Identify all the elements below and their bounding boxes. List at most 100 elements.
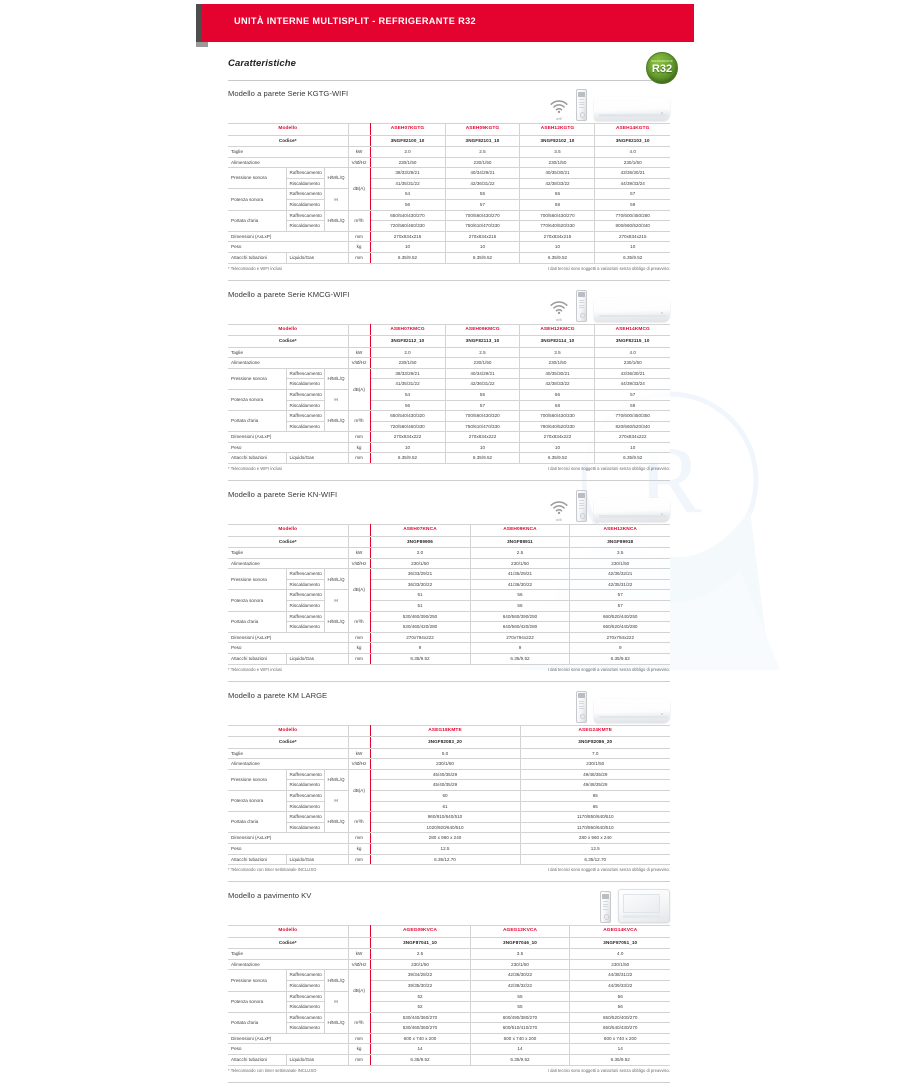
table-row: Riscaldamento 61 65 — [228, 801, 670, 813]
row-sublabel: Raffrescamento — [285, 568, 324, 580]
table-row: Attacchi tubazioni Liquido/Gas mm 6.35/9.52… — [228, 653, 670, 665]
row-label: Dimensioni (AxLxP) — [228, 231, 349, 243]
spec-value: 6.35/9.52 — [594, 452, 670, 465]
row-unit: V/Ø/Hz — [347, 357, 371, 369]
spec-value: 56 — [370, 199, 445, 211]
table-row: Riscaldamento 56 57 58 59 — [228, 400, 670, 412]
spec-value: 650/540/430/320 — [370, 410, 445, 422]
spec-table: Modello ASEG18KMTE ASEG24KMTE Codice* 3NGF82… — [228, 724, 670, 866]
spec-value: 12.5 — [519, 843, 670, 855]
row-sublabel: Riscaldamento — [285, 1022, 324, 1034]
banner-left-foot — [196, 42, 208, 47]
row-unit: kW — [347, 748, 371, 760]
row-sublabel: Raffrescamento — [285, 991, 324, 1003]
spec-value: 4.0 — [569, 948, 670, 960]
model-code-header: 3NGF82113_10 — [444, 335, 520, 348]
spec-value: 42/38/33/22 — [519, 378, 595, 390]
wifi-icon: wifi — [549, 500, 569, 522]
table-row: Portata d'aria Raffrescamento H/M/L/Q m³/h 9… — [228, 811, 670, 834]
row-mode: H/M/L/Q — [323, 568, 349, 591]
spec-value: 2.5 — [469, 547, 570, 559]
spec-value: 57 — [594, 188, 670, 200]
block-model-label: Modello a parete Serie KMCG-WIFI — [228, 289, 350, 299]
spec-value: 58 — [519, 400, 595, 412]
spec-value: 230/1/50 — [569, 959, 670, 971]
spec-value: 5.0 — [370, 748, 520, 760]
row-label: Portata d'aria — [228, 611, 286, 633]
spec-value: 230/1/50 — [469, 959, 570, 971]
spec-value: 2.5 — [370, 948, 470, 960]
row-sublabel: Riscaldamento — [285, 779, 324, 791]
block-header: Modello a parete Serie KMCG-WIFI wifi — [228, 289, 670, 324]
spec-value: 56 — [569, 1001, 670, 1013]
spec-value: 230/1/50 — [594, 157, 670, 169]
row-unit: mm — [347, 1054, 371, 1066]
spec-value: 55 — [469, 991, 570, 1003]
row-label: Dimensioni (AxLxP) — [228, 632, 349, 644]
table-row: Pressione sonora Raffrescamento H/M/L/Q dB(… — [228, 568, 670, 612]
table-row: Portata d'aria Raffrescamento H/M/L/Q m³/h 6… — [228, 210, 670, 232]
unit-cell — [347, 925, 371, 938]
spec-value: 2.0 — [370, 347, 445, 359]
note-footnote: * Telecomando e WIFI inclusi — [228, 666, 282, 672]
table-row: Potenza sonora Raffrescamento H 51 56 57 — [228, 589, 670, 612]
table-notes: * Telecomando con timer settimanale INCL… — [228, 1068, 670, 1079]
spec-value: 44/39/33/24 — [594, 378, 670, 390]
r32-refrigerant-badge: REFRIGERANTE R32 — [646, 52, 678, 84]
model-code-header: 3NGF87046_10 — [469, 937, 570, 950]
row-label: Taglie — [228, 948, 349, 960]
model-code-header: 3NGF82103_10 — [594, 135, 670, 147]
row-mode: H — [323, 991, 349, 1013]
table-row: Peso kg 12.5 12.5 — [228, 843, 670, 855]
spec-value: 530/440/360/270 — [370, 1012, 470, 1024]
spec-value: 640/560/420/280 — [469, 621, 570, 633]
spec-value: 800/660/520/340 — [594, 220, 670, 232]
wall-split-unit-image — [594, 498, 670, 523]
model-name-header: ASEH07KMCG — [370, 323, 445, 337]
r32-badge-top-label: REFRIGERANTE — [651, 59, 673, 63]
row-mode: H/M/L/Q — [323, 1012, 349, 1034]
spec-value: 42/36/30/22 — [469, 969, 570, 981]
row-mode: H — [323, 790, 349, 813]
note-footnote: * Telecomando e WIFI inclusi — [228, 265, 282, 271]
spec-value: 700/560/430/320 — [444, 410, 520, 422]
table-row: Alimentazione V/Ø/Hz 230/1/50 230/1/50 230/1… — [228, 959, 670, 971]
spec-value: 45/40/35/29 — [370, 769, 520, 781]
unit-cell — [347, 724, 371, 738]
spec-value: 700/560/430/270 — [519, 210, 595, 222]
table-row: Taglie kW 5.0 7.0 — [228, 748, 670, 760]
spec-value: 57 — [569, 600, 670, 612]
model-name-header: ASEH12KMCG — [519, 323, 595, 337]
model-code-header: 3NGF87041_10 — [370, 937, 470, 950]
row-mode: H/M/L/Q — [323, 368, 349, 390]
table-row: Riscaldamento 51 56 57 — [228, 600, 670, 612]
spec-value: 49/48/35/29 — [519, 769, 670, 781]
spec-value: 270x834x215 — [444, 231, 520, 243]
spec-value: 3.5 — [569, 547, 670, 559]
row-sublabel: Riscaldamento — [285, 421, 324, 433]
row-sublabel: Raffrescamento — [285, 368, 324, 380]
table-row: Potenza sonora Raffrescamento H 54 55 56 57 — [228, 389, 670, 412]
spec-value: 56 — [569, 991, 670, 1003]
row-sublabel: Riscaldamento — [285, 178, 324, 190]
unit-cell — [347, 524, 371, 537]
header-codice: Codice* — [228, 937, 349, 950]
spec-value: 6.35/9.52 — [370, 252, 445, 264]
row-label: Pressione sonora — [228, 368, 286, 390]
model-name-header: ASEH09KMCG — [444, 323, 520, 337]
spec-value: 6.35/9.52 — [569, 1054, 670, 1066]
row-unit: kg — [347, 1043, 371, 1056]
row-label: Peso — [228, 442, 349, 454]
table-row: Dimensioni (AxLxP) mm 280 x 960 x 240 280 x… — [228, 832, 670, 844]
note-disclaimer: I dati tecnici sono soggetti a variazion… — [547, 466, 670, 472]
row-sublabel: Raffrescamento — [285, 589, 324, 602]
spec-value: 2.0 — [370, 146, 445, 158]
row-sublabel: Raffrescamento — [285, 167, 324, 179]
spec-table: Modello ASEH07KNCA ASEH09KNCA ASEH12KNCA Cod… — [228, 524, 670, 665]
spec-value: 55 — [444, 389, 520, 401]
row-sublabel: Riscaldamento — [285, 822, 324, 834]
model-name-header: ASEG24KMTE — [519, 724, 670, 738]
spec-value: 530/460/390/250 — [370, 611, 470, 623]
spec-value: 650/540/430/270 — [370, 210, 445, 222]
row-unit: mm — [347, 632, 371, 644]
